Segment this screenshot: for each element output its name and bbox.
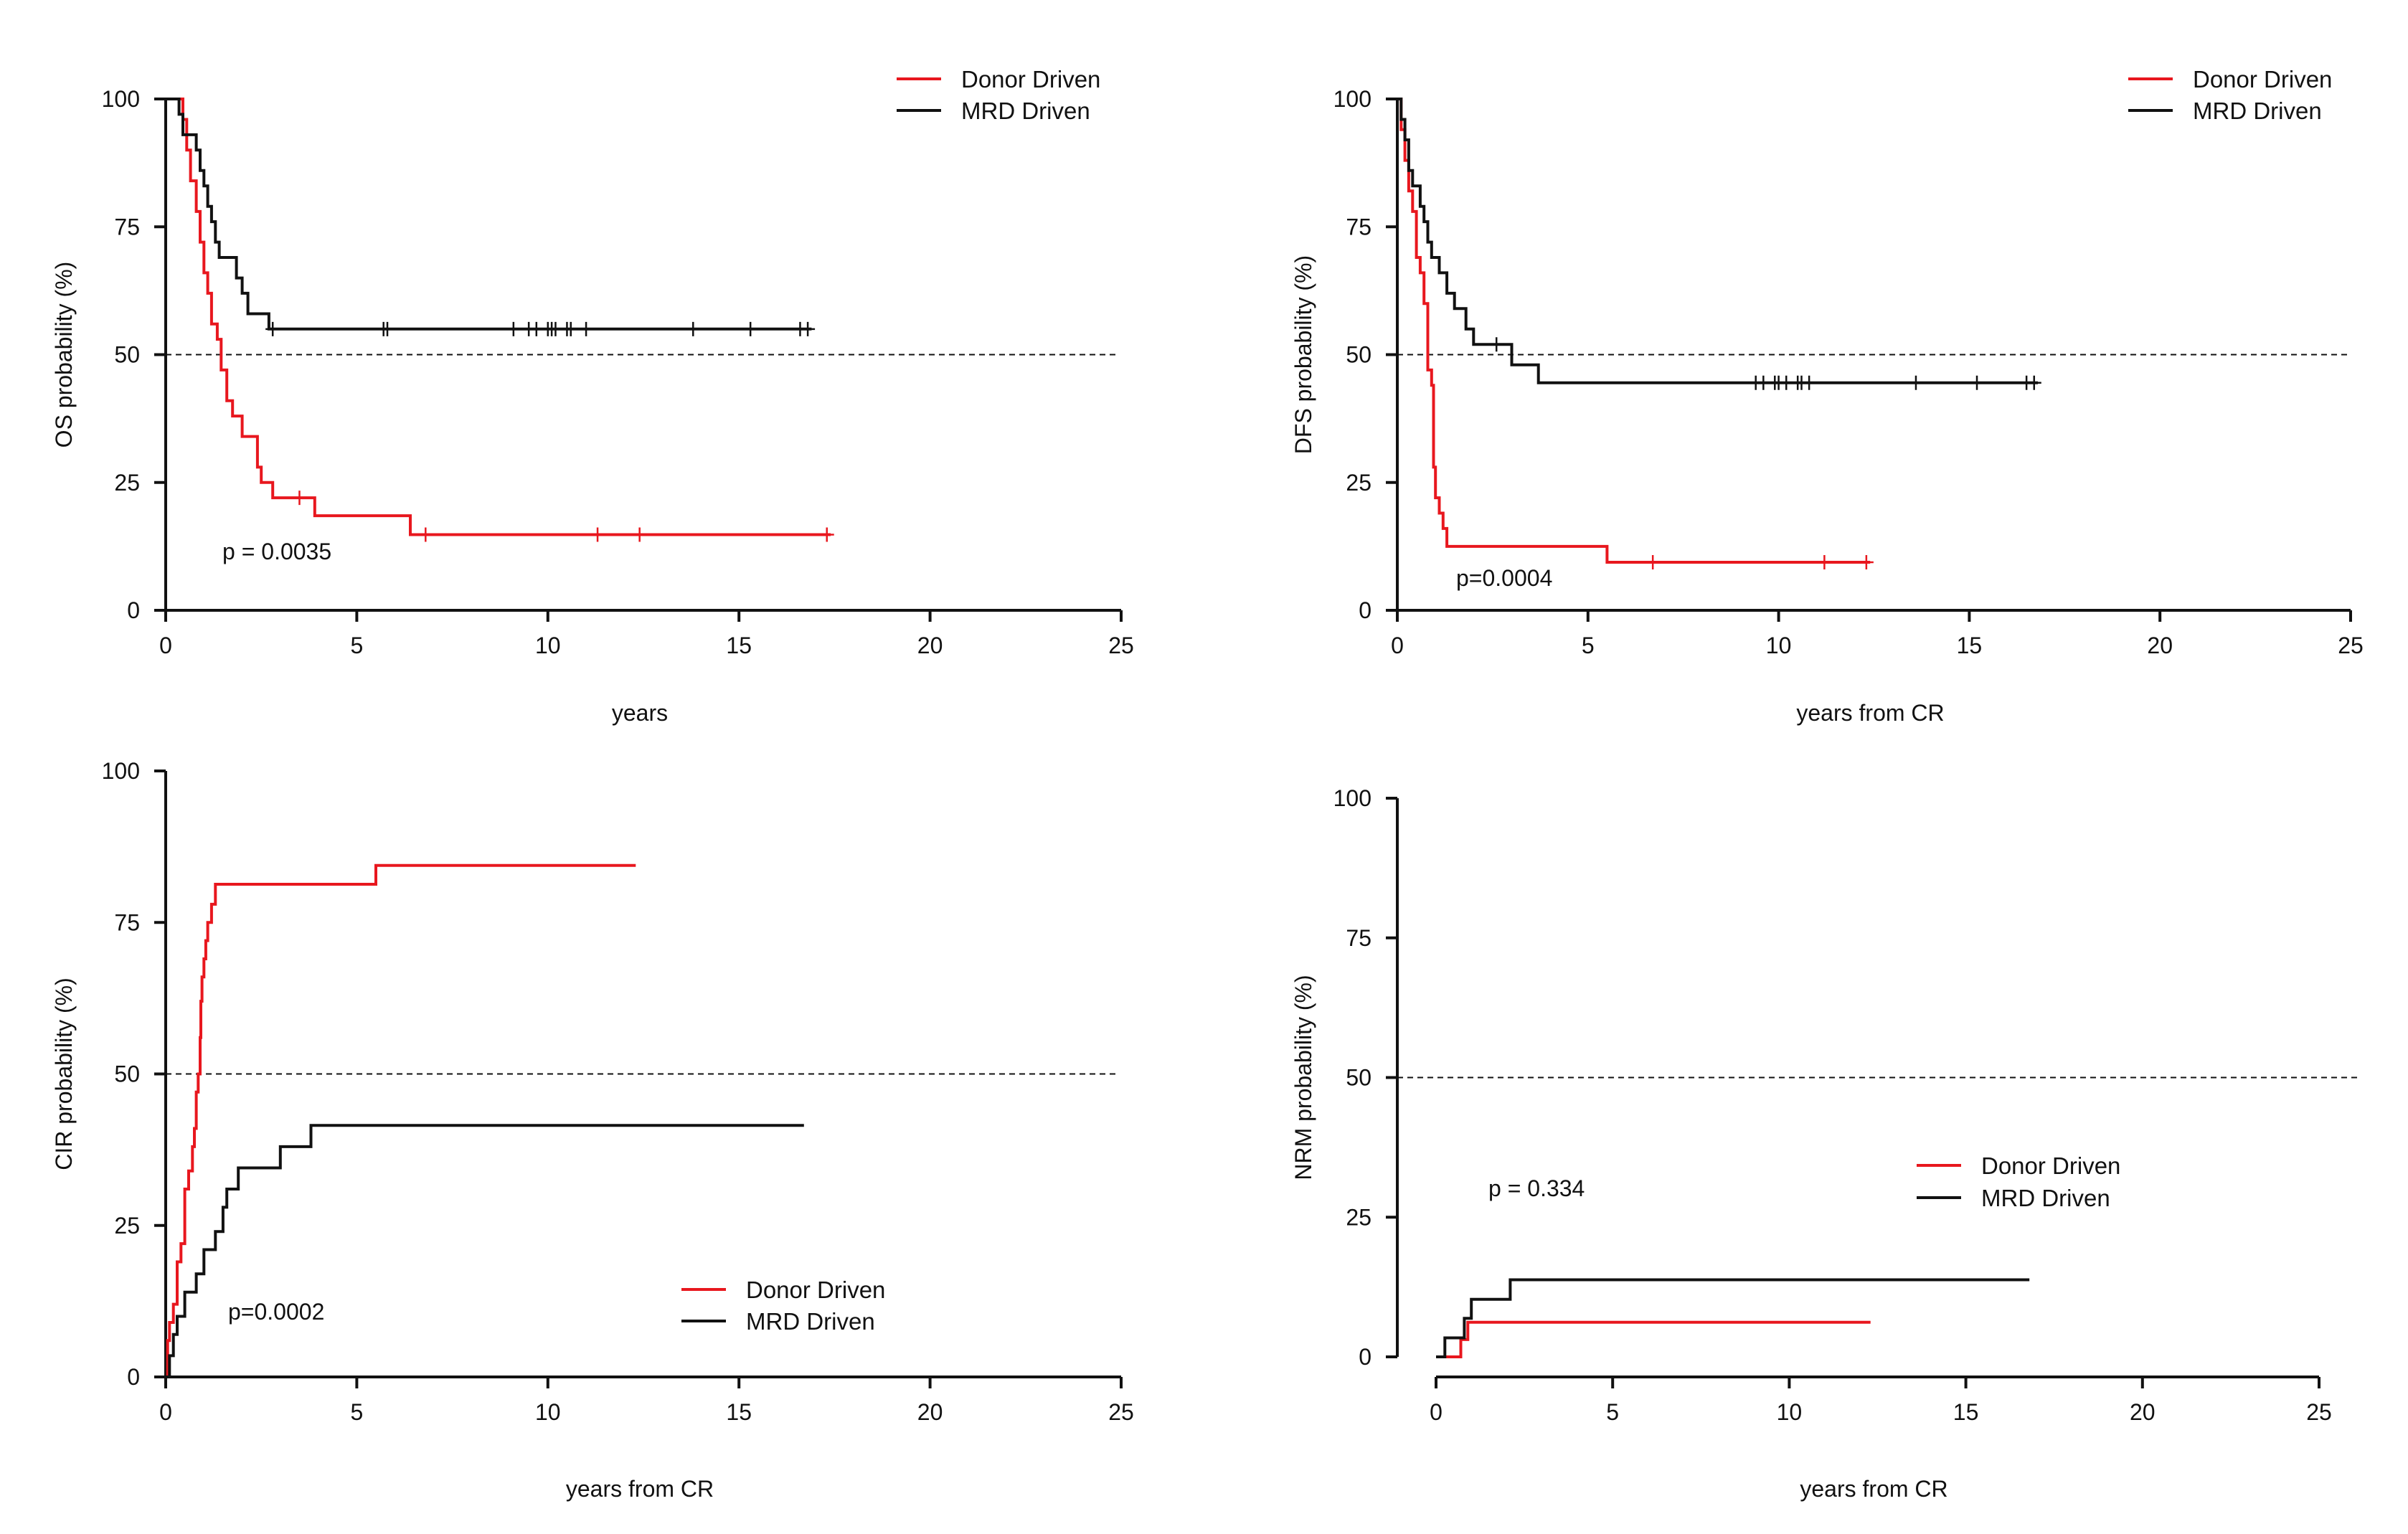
- y-tick-label: 25: [114, 1213, 140, 1239]
- x-axis-label: years from CR: [1796, 700, 1944, 726]
- os-panel: 0 25 50 75 100 0 5 10 15 20 25 years OS probability …: [51, 66, 1134, 726]
- legend-label: MRD Driven: [746, 1308, 875, 1335]
- x-tick-label: 5: [351, 633, 364, 658]
- series-line-donor-driven: [166, 863, 636, 1378]
- p-value-annotation: p=0.0002: [228, 1299, 324, 1325]
- censor-mark-mrd-driven: [579, 321, 594, 336]
- y-tick-label: 100: [1333, 86, 1371, 112]
- series-line-donor-driven: [1436, 1320, 1871, 1358]
- y-tick-label: 0: [1359, 1344, 1371, 1370]
- y-tick-label: 25: [114, 470, 140, 496]
- x-tick-label: 20: [917, 633, 943, 658]
- x-tick-label: 20: [2147, 633, 2173, 658]
- y-tick-label: 25: [1346, 1204, 1371, 1230]
- x-tick-label: 10: [535, 1399, 561, 1425]
- x-tick-label: 20: [2130, 1399, 2156, 1425]
- censor-mark-mrd-driven: [801, 321, 816, 336]
- x-tick-label: 0: [1391, 633, 1404, 658]
- censor-mark-donor-driven: [1646, 554, 1661, 569]
- censor-mark-mrd-driven: [563, 321, 578, 336]
- cir-panel: 0 25 50 75 100 0 5 10 15 20 25 years from CR CIR pro…: [51, 758, 1134, 1502]
- censor-mark-mrd-driven: [2026, 375, 2041, 390]
- series-line-mrd-driven: [1436, 1278, 2030, 1358]
- nrm-panel: 0 25 50 75 100 0 5 10 15 20 25 years from CR NRM pro…: [1290, 785, 2360, 1502]
- p-value-annotation: p=0.0004: [1456, 565, 1552, 591]
- x-tick-label: 5: [351, 1399, 364, 1425]
- censor-mark-donor-driven: [632, 527, 647, 542]
- y-tick-label: 100: [1333, 785, 1371, 811]
- x-tick-label: 25: [1108, 633, 1134, 658]
- legend-label: Donor Driven: [961, 66, 1100, 93]
- legend-label: Donor Driven: [746, 1277, 885, 1303]
- x-tick-label: 25: [2306, 1399, 2332, 1425]
- y-tick-label: 50: [114, 1061, 140, 1087]
- series-line-mrd-driven: [1397, 98, 2039, 384]
- censor-mark-mrd-driven: [686, 321, 701, 336]
- censor-mark-mrd-driven: [265, 321, 280, 336]
- x-axis-label: years: [612, 700, 668, 726]
- y-tick-label: 75: [1346, 925, 1371, 951]
- legend-label: MRD Driven: [961, 98, 1090, 124]
- censor-mark-donor-driven: [1817, 554, 1832, 569]
- x-tick-label: 15: [726, 633, 752, 658]
- y-tick-label: 0: [1359, 597, 1371, 623]
- p-value-annotation: p = 0.0035: [222, 539, 331, 564]
- censor-mark-mrd-driven: [506, 321, 521, 336]
- x-tick-label: 5: [1582, 633, 1595, 658]
- x-tick-label: 15: [1957, 633, 1983, 658]
- y-tick-label: 25: [1346, 470, 1371, 496]
- x-tick-label: 0: [159, 1399, 172, 1425]
- x-tick-label: 0: [159, 633, 172, 658]
- y-axis-label: CIR probability (%): [51, 977, 77, 1170]
- y-tick-label: 0: [127, 1364, 140, 1390]
- y-tick-label: 0: [127, 597, 140, 623]
- legend-label: Donor Driven: [1981, 1152, 2120, 1179]
- x-tick-label: 15: [1953, 1399, 1979, 1425]
- censor-mark-mrd-driven: [1970, 375, 1985, 390]
- series-line-donor-driven: [1397, 98, 1871, 564]
- legend-label: MRD Driven: [2193, 98, 2322, 124]
- x-axis-label: years from CR: [566, 1476, 714, 1502]
- x-tick-label: 25: [1108, 1399, 1134, 1425]
- y-axis-label: NRM probability (%): [1290, 975, 1316, 1180]
- series-line-mrd-driven: [166, 1124, 804, 1378]
- series-line-mrd-driven: [166, 98, 812, 331]
- y-tick-label: 50: [114, 342, 140, 368]
- censor-mark-mrd-driven: [1802, 375, 1817, 390]
- y-tick-label: 75: [1346, 214, 1371, 240]
- x-tick-label: 0: [1430, 1399, 1443, 1425]
- x-tick-label: 10: [1777, 1399, 1803, 1425]
- censor-mark-mrd-driven: [380, 321, 395, 336]
- censor-mark-mrd-driven: [1908, 375, 1923, 390]
- y-tick-label: 100: [102, 758, 140, 784]
- y-axis-label: DFS probability (%): [1290, 255, 1316, 454]
- x-tick-label: 25: [2338, 633, 2364, 658]
- censor-mark-donor-driven: [819, 527, 834, 542]
- x-tick-label: 15: [726, 1399, 752, 1425]
- x-tick-label: 5: [1606, 1399, 1619, 1425]
- x-tick-label: 20: [917, 1399, 943, 1425]
- y-tick-label: 75: [114, 909, 140, 935]
- censor-mark-mrd-driven: [1489, 337, 1504, 352]
- x-tick-label: 10: [1766, 633, 1792, 658]
- censor-mark-donor-driven: [590, 527, 605, 542]
- legend-label: MRD Driven: [1981, 1185, 2110, 1211]
- y-tick-label: 50: [1346, 342, 1371, 368]
- y-tick-label: 50: [1346, 1065, 1371, 1091]
- dfs-panel: 0 25 50 75 100 0 5 10 15 20 25 years from CR DFS pro…: [1290, 66, 2364, 726]
- censor-mark-donor-driven: [418, 527, 433, 542]
- series-line-donor-driven: [166, 98, 831, 536]
- x-axis-label: years from CR: [1800, 1476, 1947, 1502]
- p-value-annotation: p = 0.334: [1488, 1175, 1585, 1201]
- y-axis-label: OS probability (%): [51, 262, 77, 448]
- censor-mark-donor-driven: [292, 491, 307, 506]
- legend-label: Donor Driven: [2193, 66, 2332, 93]
- censor-mark-donor-driven: [1859, 554, 1874, 569]
- y-tick-label: 75: [114, 214, 140, 240]
- censor-mark-mrd-driven: [743, 321, 758, 336]
- x-tick-label: 10: [535, 633, 561, 658]
- y-tick-label: 100: [102, 86, 140, 112]
